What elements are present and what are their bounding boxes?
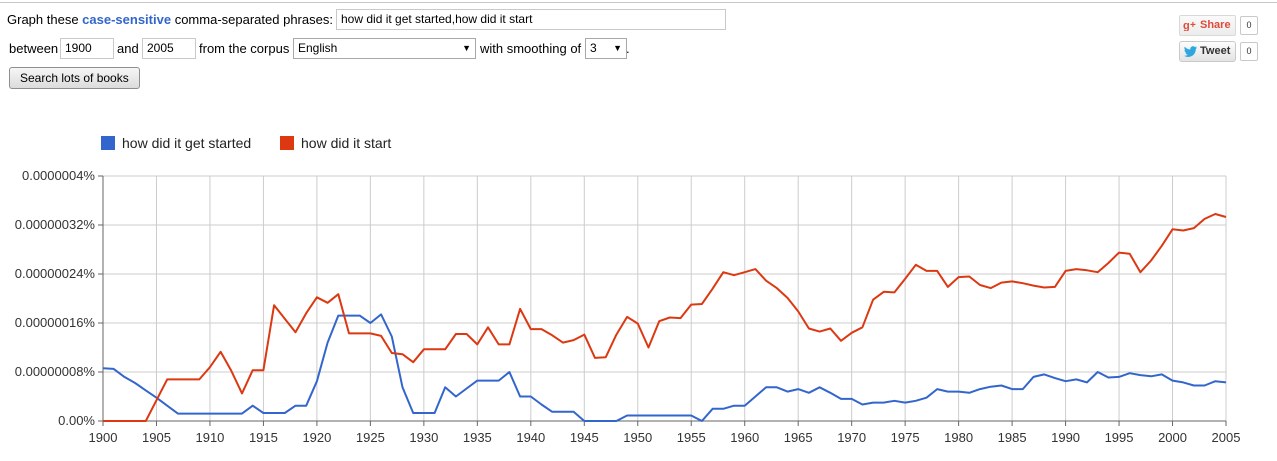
tweet-label: Tweet: [1200, 45, 1231, 57]
x-tick-label: 1960: [730, 430, 759, 445]
x-tick-label: 1910: [195, 430, 224, 445]
x-tick-label: 1975: [891, 430, 920, 445]
period-text: .: [626, 41, 630, 56]
x-tick-label: 1905: [142, 430, 171, 445]
share-count: 0: [1240, 16, 1258, 35]
x-axis-ticks: 1900 1905 1910 1915 1920 1925 1930 1935 1940 1945…: [89, 421, 1241, 445]
query-suffix: comma-separated phrases:: [174, 12, 333, 27]
corpus-select[interactable]: English ▼: [293, 38, 476, 59]
x-tick-label: 1990: [1051, 430, 1080, 445]
y-tick-label: 0.00000008%: [15, 364, 96, 379]
tweet-count: 0: [1240, 42, 1258, 61]
x-tick-label: 1995: [1105, 430, 1134, 445]
smoothing-select[interactable]: 3 ▼: [585, 38, 627, 59]
y-axis-ticks: 0.00% 0.00000008% 0.00000016% 0.00000024% 0.…: [15, 168, 103, 428]
legend-swatch-series-2: [280, 136, 294, 150]
x-tick-label: 1930: [409, 430, 438, 445]
chart-series-lines: [102, 213, 1227, 422]
smoothing-select-value: 3: [590, 41, 597, 55]
y-tick-label: 0.00000032%: [15, 217, 96, 232]
x-tick-label: 1920: [302, 430, 331, 445]
search-button[interactable]: Search lots of books: [9, 67, 140, 89]
corpus-label: from the corpus: [199, 41, 290, 56]
x-tick-label: 1940: [516, 430, 545, 445]
svg-text:+: +: [1190, 20, 1196, 31]
share-label: Share: [1200, 19, 1231, 31]
x-tick-label: 1970: [837, 430, 866, 445]
x-tick-label: 1945: [570, 430, 599, 445]
x-tick-label: 1950: [623, 430, 652, 445]
x-tick-label: 1985: [998, 430, 1027, 445]
x-tick-label: 1900: [89, 430, 118, 445]
series-line-2[interactable]: [103, 213, 1227, 422]
x-tick-label: 1955: [677, 430, 706, 445]
x-tick-label: 1925: [356, 430, 385, 445]
legend-item-series-1: how did it get started: [101, 135, 251, 151]
google-plus-share-button[interactable]: g + Share: [1179, 15, 1236, 36]
year-end-input[interactable]: 2005: [142, 38, 196, 59]
x-tick-label: 1965: [784, 430, 813, 445]
legend-swatch-series-1: [101, 136, 115, 150]
year-start-input[interactable]: 1900: [60, 38, 114, 59]
chart-grid: [102, 175, 1227, 422]
between-label: between: [9, 41, 59, 56]
tweet-button[interactable]: Tweet: [1179, 41, 1236, 62]
g-plus-icon: g +: [1183, 20, 1196, 31]
and-label: and: [117, 41, 139, 56]
smoothing-label: with smoothing of: [480, 41, 582, 56]
series-line-1[interactable]: [102, 313, 1227, 422]
y-tick-label: 0.0000004%: [22, 168, 95, 183]
svg-text:g: g: [1183, 20, 1190, 31]
twitter-bird-icon: [1184, 46, 1197, 57]
x-tick-label: 1935: [463, 430, 492, 445]
y-tick-label: 0.00%: [58, 413, 95, 428]
top-divider: [0, 2, 1277, 3]
phrases-input[interactable]: how did it get started,how did it start: [336, 9, 726, 30]
y-tick-label: 0.00000024%: [15, 266, 96, 281]
query-prefix: Graph these: [7, 12, 79, 27]
x-tick-label: 2005: [1212, 430, 1241, 445]
case-sensitive-link[interactable]: case-sensitive: [82, 12, 172, 27]
legend-label-series-1: how did it get started: [122, 135, 252, 151]
legend-item-series-2: how did it start: [280, 135, 391, 151]
legend-label-series-2: how did it start: [301, 135, 392, 151]
y-tick-label: 0.00000016%: [15, 315, 96, 330]
dropdown-arrow-icon: ▼: [462, 43, 471, 53]
x-tick-label: 1915: [249, 430, 278, 445]
x-tick-label: 2000: [1158, 430, 1187, 445]
x-tick-label: 1980: [944, 430, 973, 445]
dropdown-arrow-icon: ▼: [613, 43, 622, 53]
corpus-select-value: English: [298, 41, 338, 55]
query-label: Graph these case-sensitive comma-separat…: [7, 12, 333, 27]
